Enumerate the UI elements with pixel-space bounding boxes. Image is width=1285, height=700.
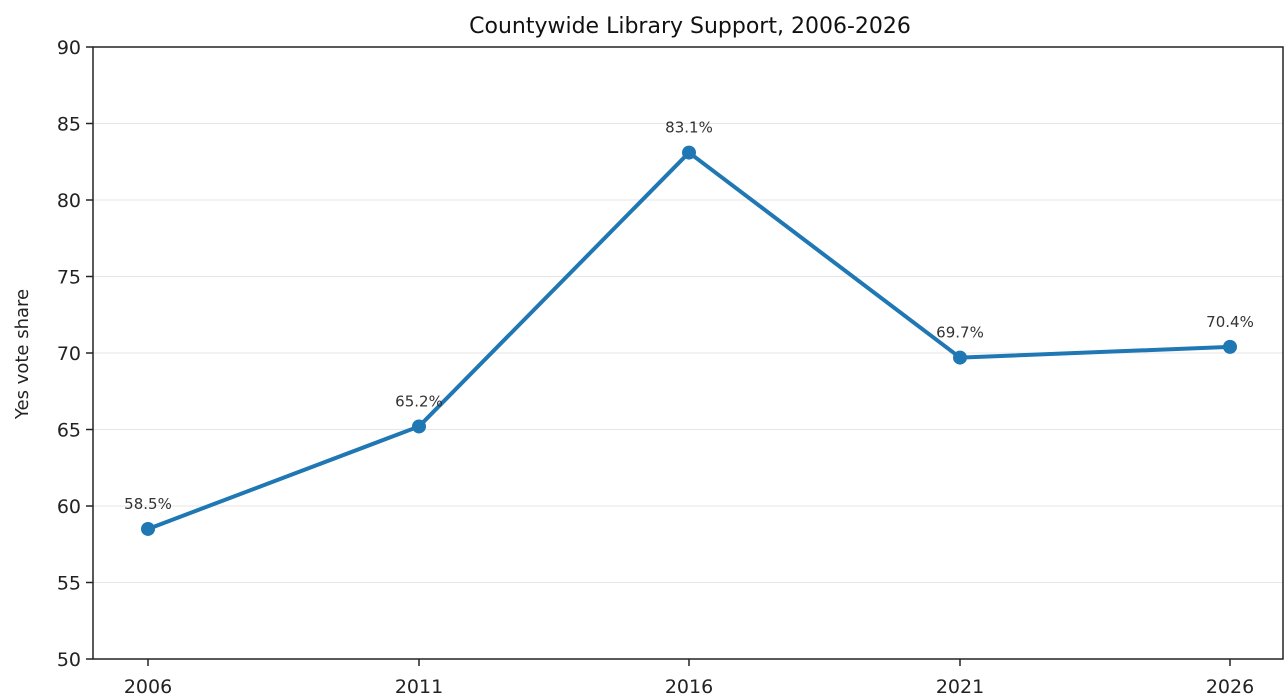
y-tick-label: 85 (57, 114, 81, 136)
x-tick-label: 2006 (124, 676, 172, 698)
y-tick-label: 50 (57, 649, 81, 671)
series-line (146, 150, 1232, 531)
y-tick-label: 80 (57, 190, 81, 212)
data-point (953, 350, 967, 365)
y-tick-label: 75 (57, 267, 81, 289)
data-label: 70.4% (1206, 313, 1254, 331)
y-tick-label: 90 (57, 37, 81, 59)
plot-frame (92, 46, 1284, 660)
data-point (412, 419, 426, 434)
data-point (682, 145, 696, 160)
data-label: 65.2% (395, 392, 443, 410)
y-tick-label: 70 (57, 343, 81, 365)
data-label: 69.7% (936, 324, 984, 342)
axes: 50 55 60 65 70 75 80 85 90 2006 2011 2016 2021 2026 (57, 37, 1284, 698)
y-tick-label: 60 (57, 496, 81, 518)
data-label: 83.1% (665, 119, 713, 137)
x-tick-label: 2021 (936, 676, 984, 698)
data-label: 58.5% (124, 495, 172, 513)
series (141, 145, 1237, 536)
data-point (141, 521, 155, 536)
data-labels: 58.5% 65.2% 83.1% 69.7% 70.4% (124, 119, 1254, 513)
y-tick-label: 55 (57, 573, 81, 595)
x-tick-label: 2026 (1206, 676, 1254, 698)
x-tick-label: 2016 (665, 676, 713, 698)
data-point (1223, 339, 1237, 354)
chart-title: Countywide Library Support, 2006-2026 (469, 14, 911, 39)
y-axis-label: Yes vote share (12, 289, 33, 420)
x-tick-label: 2011 (395, 676, 443, 698)
y-tick-label: 65 (57, 420, 81, 442)
